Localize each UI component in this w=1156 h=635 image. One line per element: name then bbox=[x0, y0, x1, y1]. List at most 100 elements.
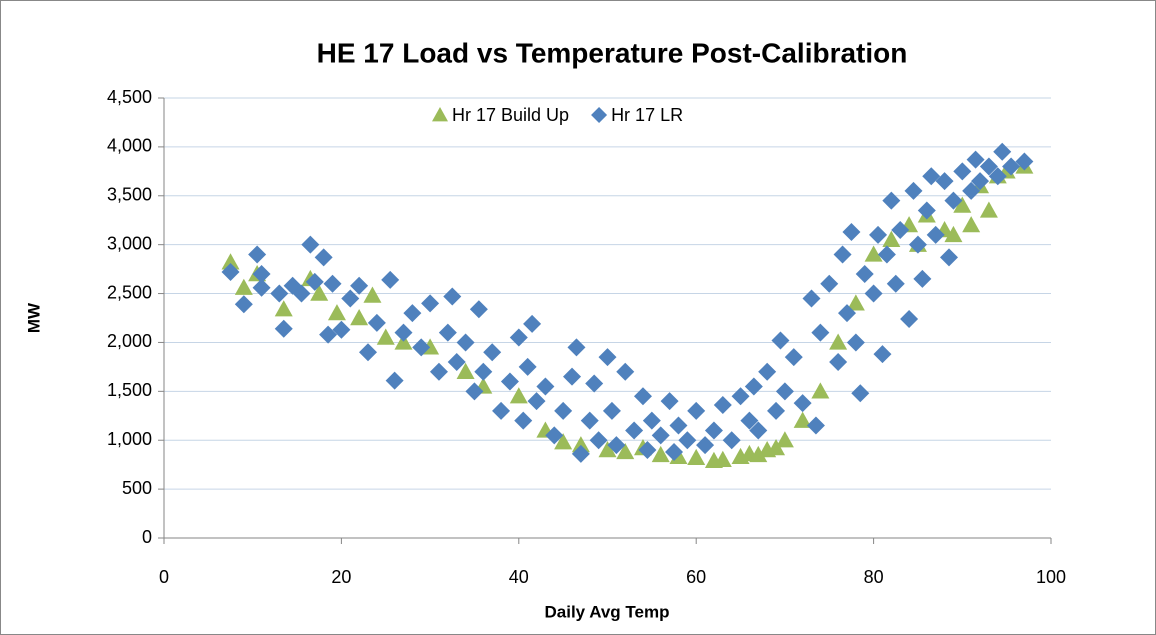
x-tick-label: 0 bbox=[159, 567, 169, 587]
point bbox=[545, 426, 564, 445]
point bbox=[979, 157, 998, 176]
point bbox=[775, 382, 794, 401]
point bbox=[744, 377, 763, 396]
point bbox=[687, 448, 706, 466]
point bbox=[829, 333, 848, 350]
point bbox=[438, 323, 457, 342]
legend-marker bbox=[591, 107, 608, 123]
point bbox=[944, 191, 963, 210]
point bbox=[953, 162, 972, 181]
point bbox=[829, 353, 848, 371]
point bbox=[554, 433, 573, 450]
point bbox=[806, 416, 825, 435]
y-tick-label: 1,500 bbox=[107, 380, 152, 400]
point bbox=[771, 331, 790, 350]
point bbox=[979, 201, 998, 218]
point bbox=[713, 396, 732, 415]
point bbox=[443, 287, 462, 306]
point bbox=[988, 167, 1007, 186]
point bbox=[665, 442, 684, 461]
point bbox=[469, 300, 488, 319]
point bbox=[465, 382, 484, 401]
point bbox=[811, 382, 830, 399]
point bbox=[846, 294, 865, 311]
point bbox=[842, 222, 861, 241]
point bbox=[341, 289, 360, 308]
point bbox=[429, 362, 448, 381]
point bbox=[403, 304, 422, 323]
point bbox=[784, 348, 803, 367]
point bbox=[837, 304, 856, 323]
point bbox=[323, 274, 342, 293]
y-axis-title: MW bbox=[24, 302, 43, 333]
point bbox=[704, 421, 723, 440]
y-tick-label: 0 bbox=[142, 527, 152, 547]
point bbox=[567, 338, 586, 357]
point bbox=[917, 201, 936, 220]
point bbox=[270, 284, 289, 303]
point bbox=[274, 319, 293, 338]
point bbox=[350, 276, 369, 295]
x-axis-title: Daily Avg Temp bbox=[544, 602, 669, 621]
point bbox=[492, 401, 511, 420]
point bbox=[864, 284, 883, 303]
point bbox=[900, 309, 919, 328]
legend-label: Hr 17 LR bbox=[611, 105, 683, 125]
point bbox=[234, 278, 253, 295]
point bbox=[580, 411, 599, 430]
point bbox=[851, 384, 870, 403]
y-tick-label: 1,000 bbox=[107, 429, 152, 449]
point bbox=[891, 221, 910, 239]
chart-title: HE 17 Load vs Temperature Post-Calibrati… bbox=[317, 37, 908, 68]
point bbox=[855, 265, 874, 283]
point bbox=[793, 394, 812, 413]
point bbox=[642, 411, 661, 430]
y-tick-label: 3,500 bbox=[107, 185, 152, 205]
point bbox=[421, 294, 440, 313]
point bbox=[971, 172, 990, 191]
point bbox=[394, 323, 413, 342]
point bbox=[793, 411, 812, 428]
point bbox=[660, 392, 679, 411]
point bbox=[381, 270, 400, 289]
point bbox=[767, 401, 786, 420]
point bbox=[474, 362, 493, 381]
point bbox=[633, 387, 652, 406]
point bbox=[327, 304, 346, 321]
point bbox=[904, 181, 923, 200]
point bbox=[252, 265, 271, 283]
point bbox=[886, 274, 905, 293]
point bbox=[935, 172, 954, 191]
point bbox=[651, 445, 670, 463]
point bbox=[678, 431, 697, 450]
point bbox=[638, 441, 657, 459]
point bbox=[696, 436, 715, 455]
legend-label: Hr 17 Build Up bbox=[452, 105, 569, 125]
point bbox=[598, 348, 617, 367]
y-tick-label: 2,500 bbox=[107, 282, 152, 302]
point bbox=[447, 353, 466, 371]
point bbox=[939, 248, 958, 267]
point bbox=[234, 295, 253, 314]
point bbox=[509, 387, 528, 404]
point bbox=[833, 245, 852, 264]
point bbox=[571, 436, 590, 453]
point bbox=[527, 392, 546, 411]
x-tick-label: 60 bbox=[686, 567, 706, 587]
point bbox=[602, 401, 621, 420]
y-tick-label: 3,000 bbox=[107, 233, 152, 253]
point bbox=[908, 235, 927, 254]
point bbox=[846, 333, 865, 352]
x-tick-label: 80 bbox=[864, 567, 884, 587]
point bbox=[864, 245, 883, 262]
y-tick-label: 4,000 bbox=[107, 136, 152, 156]
point bbox=[625, 421, 644, 440]
point bbox=[376, 328, 395, 345]
point bbox=[514, 411, 533, 430]
point bbox=[993, 142, 1012, 161]
point bbox=[869, 225, 888, 244]
point bbox=[310, 284, 329, 301]
point bbox=[571, 444, 590, 463]
